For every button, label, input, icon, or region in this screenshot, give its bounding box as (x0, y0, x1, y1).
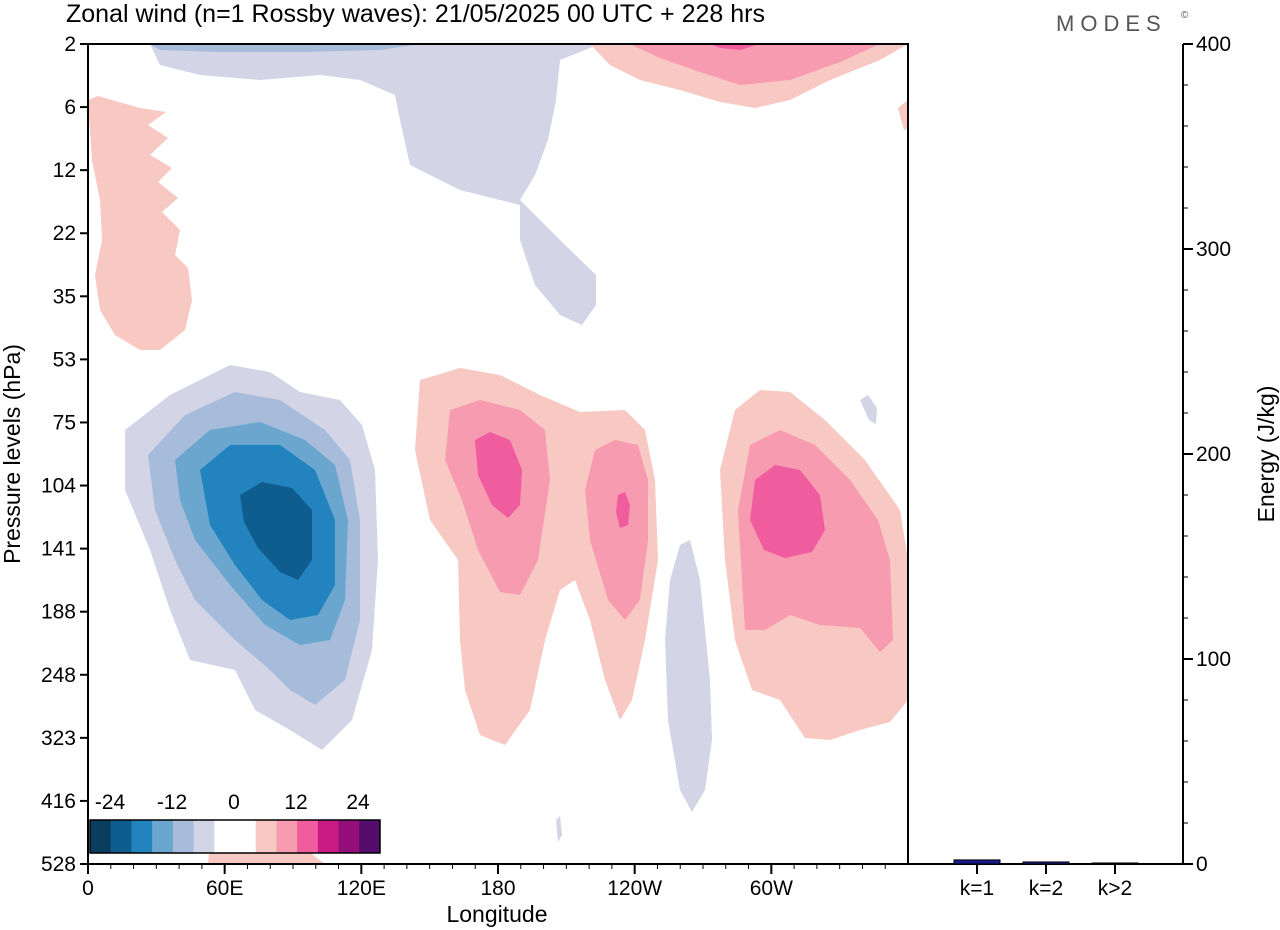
logo-mark: © (1181, 10, 1189, 21)
contour-pos-b2 (585, 440, 648, 620)
y-tick-label: 35 (53, 285, 76, 308)
y-tick-label: 323 (41, 727, 76, 750)
y-tick-label: 22 (53, 222, 76, 245)
colorbar-swatch (317, 820, 340, 853)
colorbar-swatch (193, 820, 215, 853)
colorbar-swatch (359, 820, 381, 853)
energy-tick-label: 300 (1196, 238, 1231, 261)
contour-pos-right-edge (898, 100, 908, 130)
colorbar-swatch (338, 820, 360, 853)
colorbar-swatch (110, 820, 132, 853)
contour-neg-5 (240, 482, 312, 580)
x-tick-label: 60W (750, 877, 793, 900)
x-tick-label: 60E (206, 877, 243, 900)
x-tick-label: 180 (480, 877, 515, 900)
energy-tick-label: 100 (1196, 648, 1231, 671)
energy-tick-label: 200 (1196, 443, 1231, 466)
contour-neg-col (665, 540, 712, 812)
x-tick-label: 0 (82, 877, 94, 900)
y-axis-label: Pressure levels (hPa) (0, 344, 25, 564)
colorbar-tick-label: 24 (346, 791, 370, 814)
colorbar-tick-label: -12 (157, 791, 187, 814)
colorbar-frame (89, 819, 381, 854)
contour-pos-b3 (616, 492, 630, 528)
energy-tick-label: 400 (1196, 33, 1231, 56)
energy-bar (953, 859, 1001, 865)
contour-neg-small-2 (556, 816, 562, 842)
colorbar-swatch (297, 820, 319, 853)
contour-pos-a3 (475, 432, 522, 518)
contour-pos-top-2 (630, 44, 880, 85)
colorbar-swatch (90, 820, 112, 853)
contour-field (88, 44, 908, 864)
y-tick-label: 6 (64, 96, 76, 119)
energy-bar (1022, 861, 1070, 865)
x-tick-label: 120W (607, 877, 662, 900)
y-tick-label: 416 (41, 790, 76, 813)
energy-axis-label: Energy (J/kg) (1253, 386, 1279, 523)
contour-neg-small (860, 395, 877, 424)
colorbar-swatch (172, 820, 195, 853)
energy-category-label: k>2 (1098, 877, 1132, 900)
energy-tick-label: 0 (1196, 853, 1208, 876)
y-tick-label: 104 (41, 475, 76, 498)
colorbar-swatch (214, 820, 236, 853)
modes-logo: MODES (1056, 11, 1167, 36)
y-tick-label: 248 (41, 664, 76, 687)
contour-neg-top-2 (150, 44, 420, 52)
energy-bar (1091, 862, 1139, 865)
energy-category-label: k=2 (1029, 877, 1063, 900)
colorbar-swatch (235, 820, 257, 853)
contour-pos-left (88, 96, 192, 350)
colorbar: -24 -12 0 12 24 (89, 791, 381, 854)
y-tick-label: 2 (64, 33, 76, 56)
colorbar-tick-label: 12 (284, 791, 307, 814)
y-tick-label: 12 (53, 159, 76, 182)
y-tick-label: 53 (53, 348, 76, 371)
contour-pos-top-3 (710, 44, 760, 50)
x-axis-label: Longitude (446, 901, 547, 927)
chart-title: Zonal wind (n=1 Rossby waves): 21/05/202… (66, 0, 765, 28)
contour-neg-top (150, 44, 600, 325)
colorbar-swatch (131, 820, 153, 853)
y-tick-label: 528 (41, 853, 76, 876)
colorbar-swatch (152, 820, 174, 853)
colorbar-tick-label: 0 (228, 791, 240, 814)
y-tick-label: 188 (41, 601, 76, 624)
energy-category-label: k=1 (960, 877, 994, 900)
contour-pos-c3 (750, 465, 825, 558)
x-tick-label: 120E (337, 877, 386, 900)
colorbar-tick-label: -24 (95, 791, 126, 814)
colorbar-swatch (255, 820, 277, 853)
y-tick-label: 75 (53, 411, 76, 434)
energy-bar-panel: 0 100 200 300 400 k=1 k=2 k>2 (908, 33, 1231, 900)
colorbar-swatch (276, 820, 298, 853)
y-tick-label: 141 (41, 538, 76, 561)
